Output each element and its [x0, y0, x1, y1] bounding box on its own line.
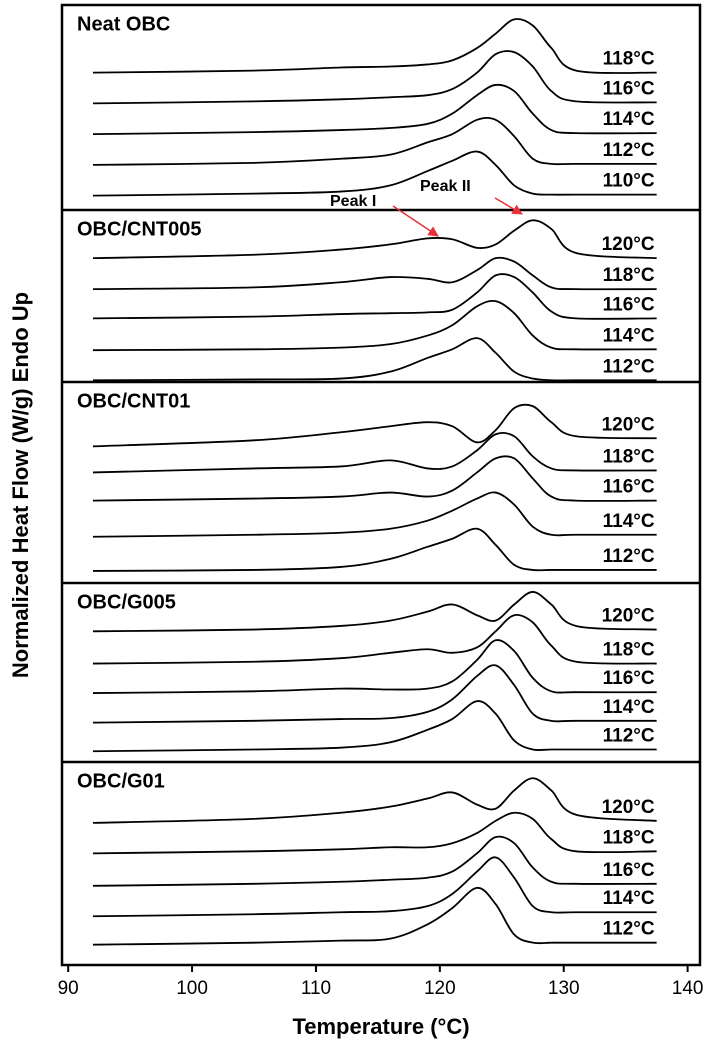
series-label: 118°C: [603, 446, 655, 467]
annotation: Peak II: [420, 178, 471, 195]
panel-title: OBC/CNT005: [77, 218, 201, 240]
panel-title: OBC/G01: [77, 770, 165, 792]
curve: [92, 18, 657, 74]
curve: [92, 811, 657, 855]
curve: [92, 273, 657, 320]
series-label: 120°C: [602, 234, 655, 255]
series-label: 114°C: [603, 325, 655, 346]
curve: [92, 527, 657, 572]
curve: [92, 219, 657, 260]
series-label: 114°C: [603, 511, 655, 532]
curve: [92, 856, 657, 918]
panel-title: Neat OBC: [77, 13, 170, 35]
panel-title: OBC/CNT01: [77, 390, 190, 412]
annotation: Peak I: [330, 193, 376, 210]
plot-frame: [60, 3, 702, 967]
curve: [92, 50, 657, 105]
x-tick-label: 130: [548, 978, 580, 999]
curve: [92, 455, 657, 502]
x-axis-label: Temperature (°C): [292, 1014, 469, 1039]
series-label: 112°C: [603, 725, 655, 746]
y-axis-label: Normalized Heat Flow (W/g) Endo Up: [8, 292, 33, 678]
curve: [92, 491, 657, 538]
series-label: 116°C: [603, 477, 655, 498]
curve: [92, 591, 657, 633]
series-label: 114°C: [603, 109, 655, 130]
series-label: 112°C: [603, 356, 655, 377]
curve: [92, 777, 657, 824]
panel-title: OBC/G005: [77, 591, 176, 613]
series-label: 118°C: [603, 49, 655, 70]
curve: [92, 664, 657, 724]
curve: [92, 431, 657, 474]
x-tick-label: 140: [672, 978, 704, 999]
x-tick-label: 110: [301, 978, 331, 999]
curve: [92, 83, 657, 136]
series-label: 110°C: [603, 171, 655, 192]
series-label: 120°C: [602, 797, 655, 818]
series-label: 116°C: [603, 78, 655, 99]
curve: [92, 299, 657, 352]
curve: [92, 639, 657, 694]
series-label: 120°C: [602, 606, 655, 627]
series-label: 112°C: [603, 919, 655, 940]
series-label: 118°C: [603, 827, 655, 848]
x-tick-label: 90: [58, 978, 79, 999]
curve: [92, 116, 657, 166]
curve: [92, 150, 657, 197]
x-tick-label: 100: [176, 978, 208, 999]
annotation-arrow: [392, 205, 439, 237]
annotation-arrow: [494, 197, 523, 215]
curve: [92, 613, 657, 665]
series-label: 116°C: [603, 294, 655, 315]
series-label: 116°C: [603, 860, 655, 881]
series-label: 118°C: [603, 640, 655, 661]
curve: [92, 403, 657, 448]
curve: [92, 835, 657, 887]
curve: [92, 256, 657, 291]
series-label: 112°C: [603, 546, 655, 567]
series-label: 118°C: [603, 265, 655, 286]
curve: [92, 886, 657, 946]
x-tick-label: 120: [424, 978, 456, 999]
series-label: 116°C: [603, 668, 655, 689]
series-label: 112°C: [603, 140, 655, 161]
series-label: 114°C: [603, 697, 655, 718]
series-label: 120°C: [602, 414, 655, 435]
series-label: 114°C: [603, 888, 655, 909]
curve: [92, 337, 657, 382]
curve: [92, 700, 657, 753]
